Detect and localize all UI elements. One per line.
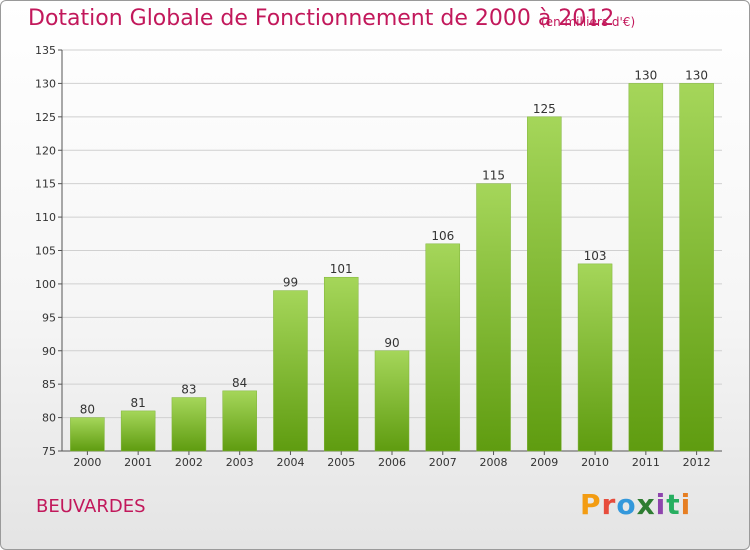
x-tick-label: 2002 [175,456,203,469]
bar [120,410,156,452]
bar [527,116,562,452]
y-tick-label: 130 [35,77,56,90]
bar [70,417,105,452]
data-label: 90 [384,336,399,350]
data-label: 115 [482,169,505,183]
data-label: 130 [634,68,657,82]
bar [374,350,410,452]
y-tick-label: 110 [35,211,56,224]
logo-letter: x [636,488,656,521]
x-tick-label: 2005 [327,456,355,469]
y-tick-label: 105 [35,245,56,258]
logo-letter: t [666,488,681,521]
logo-letter: r [601,488,617,521]
y-tick-label: 90 [42,345,56,358]
y-tick-label: 120 [35,144,56,157]
bar [171,397,207,452]
y-tick-label: 135 [35,44,56,57]
data-label: 84 [232,376,247,390]
data-label: 99 [283,276,298,290]
data-label: 81 [131,396,146,410]
x-tick-label: 2004 [276,456,304,469]
labels: 75 80 85 90 95 100 105 110 115 120 125 130 135 80 2000… [35,44,711,469]
y-tick-label: 80 [42,412,56,425]
x-tick-label: 2003 [226,456,254,469]
bar [476,183,511,452]
logo-letter: i [680,488,692,521]
data-label: 106 [431,229,454,243]
y-tick-label: 85 [42,378,56,391]
data-label: 101 [330,262,353,276]
x-tick-label: 2007 [429,456,457,469]
x-tick-label: 2006 [378,456,406,469]
chart-title: Dotation Globale de Fonctionnement de 20… [28,6,615,31]
bar [222,390,257,452]
bar [577,263,613,452]
bar [679,83,714,452]
bar [425,243,461,452]
commune-name: BEUVARDES [36,496,146,517]
y-tick-label: 95 [42,311,56,324]
x-tick-label: 2008 [480,456,508,469]
x-tick-label: 2009 [530,456,558,469]
data-label: 80 [80,403,95,417]
data-label: 103 [584,249,607,263]
bar [323,276,359,452]
bar [273,290,308,452]
data-label: 125 [533,102,556,116]
y-tick-label: 115 [35,178,56,191]
logo-letter: P [580,488,602,521]
x-tick-label: 2001 [124,456,152,469]
chart-subtitle: (en milliers d'€) [541,15,636,29]
logo-letter: i [655,488,667,521]
y-tick-label: 75 [42,445,56,458]
y-tick-label: 125 [35,111,56,124]
y-tick-label: 100 [35,278,56,291]
logo-letter: o [616,488,637,521]
proxiti-logo: Proxiti [580,488,691,521]
x-tick-label: 2010 [581,456,609,469]
bar [628,83,664,452]
x-tick-label: 2011 [632,456,660,469]
x-tick-label: 2000 [73,456,101,469]
data-label: 130 [685,68,708,82]
data-label: 83 [181,383,196,397]
x-tick-label: 2012 [683,456,711,469]
bars [70,83,714,452]
